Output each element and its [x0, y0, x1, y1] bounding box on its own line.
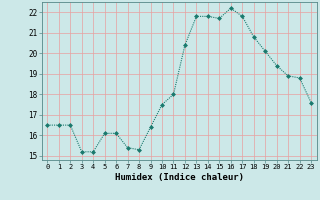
X-axis label: Humidex (Indice chaleur): Humidex (Indice chaleur) — [115, 173, 244, 182]
